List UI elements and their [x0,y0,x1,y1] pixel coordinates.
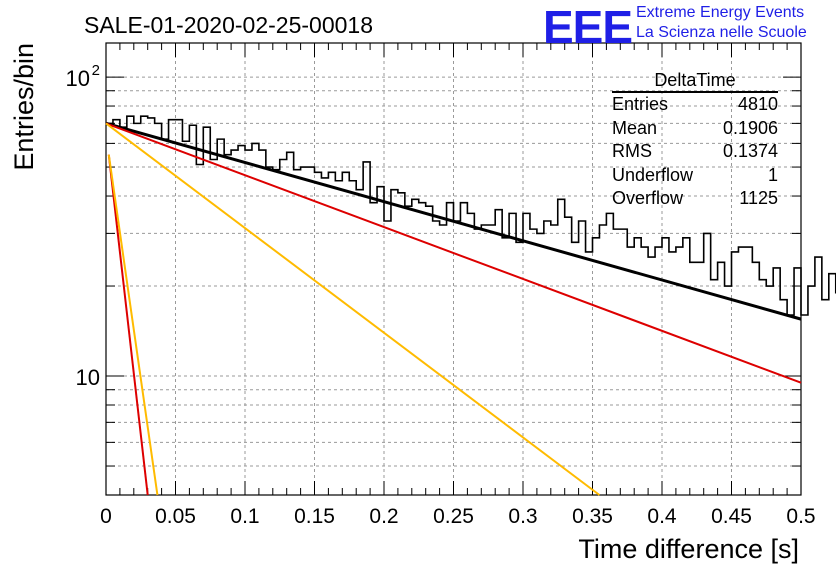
y-tick-label: 10 [76,365,100,390]
y-axis-label: Entries/bin [9,43,39,171]
stats-box-title: DeltaTime [612,70,778,93]
stats-box: DeltaTime Entries 4810 Mean 0.1906 RMS 0.13… [612,70,778,211]
stats-row-overflow: Overflow 1125 [612,187,778,211]
stats-row-underflow: Underflow 1 [612,164,778,188]
x-tick-label: 0.2 [369,505,398,528]
x-tick-label: 0.05 [155,505,196,528]
x-tick-label: 0.3 [508,505,537,528]
stats-label: Entries [612,94,669,114]
stats-value: 0.1374 [722,141,778,161]
stats-row-rms: RMS 0.1374 [612,140,778,164]
y-tick-label: 10 [66,66,90,91]
histogram-step [106,115,836,316]
stats-label: RMS [612,141,652,161]
stats-label: Mean [612,117,658,138]
stats-value: 1125 [739,188,778,208]
chart-title: SALE-01-2020-02-25-00018 [84,12,373,38]
stats-value: 0.1906 [722,117,778,138]
x-tick-label: 0.25 [433,505,474,528]
x-tick-label: 0.1 [230,505,259,528]
x-tick-label: 0.15 [294,505,335,528]
x-tick-label: 0.35 [572,505,613,528]
stats-value: 1 [767,164,778,185]
fit-line-1 [105,122,802,384]
fit-line-4 [107,154,159,496]
x-tick-label: 0 [100,505,112,528]
stats-row-mean: Mean 0.1906 [612,117,778,141]
stats-label: Underflow [612,164,694,185]
stats-value: 4810 [737,94,778,114]
fit-line-2 [105,122,601,496]
x-tick-label: 0.4 [647,505,677,528]
logo-line-1: Extreme Energy Events [636,4,805,21]
fit-line-3 [107,154,149,496]
x-tick-label: 0.5 [786,505,815,528]
x-tick-label: 0.45 [711,505,752,528]
stats-label: Overflow [612,188,684,208]
eee-logo: EEE [543,1,633,53]
x-axis-label: Time difference [s] [578,534,799,564]
fit-line-0 [105,121,802,321]
stats-row-entries: Entries 4810 [612,93,778,117]
y-tick-exponent: 2 [92,62,100,79]
logo-line-2: La Scienza nelle Scuole [636,24,807,41]
